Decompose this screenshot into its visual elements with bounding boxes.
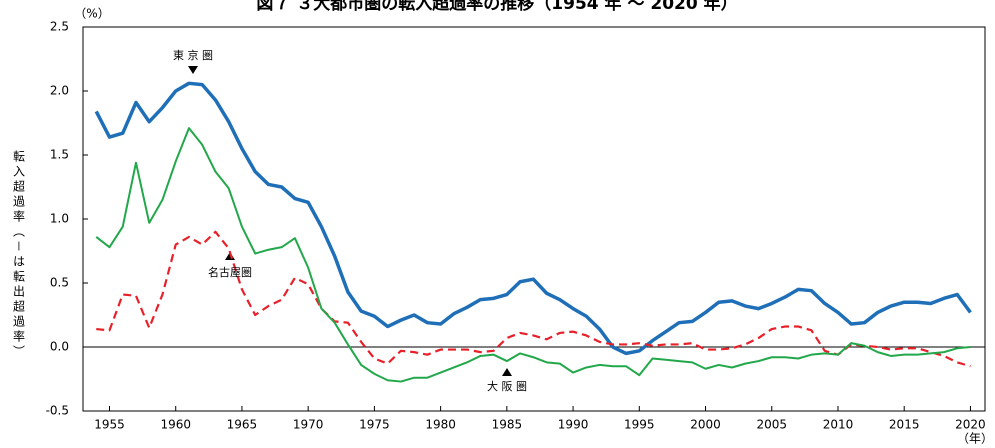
x-tick-label: 1995: [624, 418, 655, 432]
x-unit: （年）: [957, 432, 993, 446]
series-label: 大 阪 圏: [487, 379, 527, 393]
arrow-down: [188, 66, 198, 74]
y-tick-label: 2.5: [50, 20, 69, 34]
y-tick-label: 1.0: [50, 212, 69, 226]
arrow-up: [502, 368, 512, 376]
x-tick-label: 1980: [425, 418, 456, 432]
series-line: [94, 81, 972, 356]
y-tick-label: 1.5: [50, 148, 69, 162]
x-tick-label: 2010: [823, 418, 854, 432]
x-tick-label: 2020: [955, 418, 986, 432]
y-tick-label: 0.0: [50, 340, 69, 354]
x-tick-label: 1970: [293, 418, 324, 432]
series-label: 名古屋圏: [208, 265, 252, 279]
x-tick-label: 2000: [690, 418, 721, 432]
y-tick-label: 0.5: [50, 276, 69, 290]
x-tick-label: 1985: [492, 418, 523, 432]
series-label: 東 京 圏: [173, 48, 213, 62]
x-tick-label: 2005: [756, 418, 787, 432]
y-tick-label: 2.0: [50, 84, 69, 98]
series-line: [96, 230, 971, 368]
x-tick-label: 1960: [160, 418, 191, 432]
x-tick-label: 1955: [94, 418, 125, 432]
chart-title: 図７ ３大都市圏の転入超過率の推移（1954 年 ～ 2020 年）: [256, 0, 737, 14]
x-tick-label: 1975: [359, 418, 390, 432]
series-line: [95, 127, 971, 383]
x-tick-label: 1990: [558, 418, 589, 432]
y-tick-label: -0.5: [46, 404, 69, 418]
plot-frame: [82, 26, 986, 412]
x-tick-label: 2015: [889, 418, 920, 432]
x-tick-label: 1965: [227, 418, 258, 432]
y-axis-label: 転入超過率（－は転出超過率）: [12, 150, 26, 360]
y-unit: （%）: [74, 7, 109, 21]
